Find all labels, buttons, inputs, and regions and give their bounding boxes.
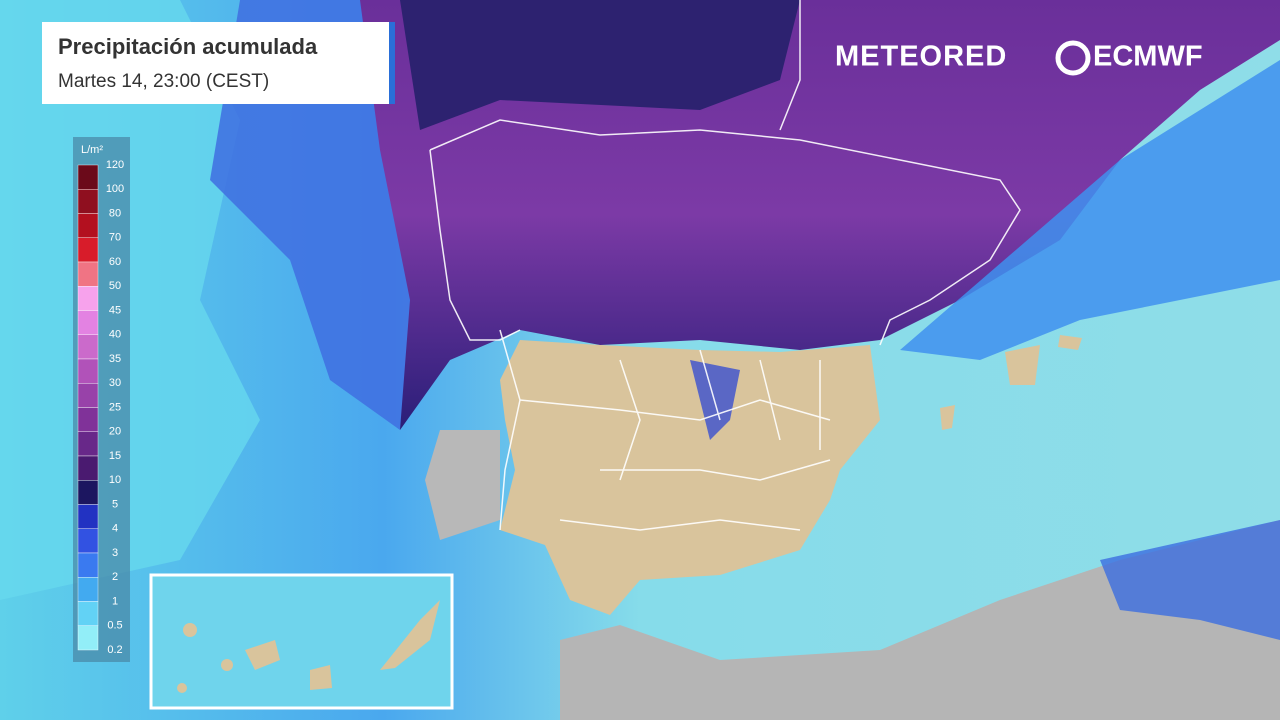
legend-label: 15 [109,450,121,462]
legend-label: 1 [112,595,118,607]
canary-inset [149,573,454,710]
legend-swatch [77,455,99,481]
legend-swatch [77,480,99,505]
legend-label: 100 [106,183,124,195]
legend-label: 35 [109,353,121,365]
legend-swatch [77,577,99,602]
legend-swatch [77,261,99,287]
legend-label: 20 [109,426,121,438]
legend-label: 0.5 [107,620,122,632]
legend-swatch [77,407,99,432]
legend-label: 2 [112,571,118,583]
legend-swatch [77,213,99,238]
legend-swatch [77,164,99,190]
legend-swatch [77,528,99,554]
legend-swatch [77,286,99,311]
legend-swatch [77,625,99,651]
legend-label: 10 [109,474,121,486]
legend-label: 40 [109,329,121,341]
title-box: Precipitación acumulada Martes 14, 23:00… [42,22,395,104]
legend-label: 60 [109,256,121,268]
legend-label: 30 [109,377,121,389]
legend-label: 50 [109,280,121,292]
legend-label: 4 [112,523,118,535]
partner-icon [1055,40,1091,76]
legend-unit: L/m² [81,144,103,156]
legend-label: 3 [112,547,118,559]
brand-logo: METEORED [835,41,1007,73]
legend-label: 25 [109,401,121,413]
legend-swatch [77,601,99,626]
legend-label: 80 [109,207,121,219]
subtitle: Martes 14, 23:00 (CEST) [58,71,269,92]
title: Precipitación acumulada [58,34,318,59]
legend-swatch [77,383,99,408]
legend-label: 0.2 [107,644,122,656]
legend-swatch [77,237,99,263]
legend-swatch [77,189,99,214]
legend: L/m² 120 100 80 70 60 50 45 40 35 30 25 20 15 10 5 4 3 2 1… [73,137,130,662]
partner-logo: ECMWF [1093,41,1203,73]
legend-swatch [77,358,99,384]
legend-swatch [77,334,99,360]
legend-swatch [77,552,99,578]
legend-label: 70 [109,232,121,244]
legend-label: 5 [112,498,118,510]
legend-swatch [77,431,99,457]
legend-swatch [77,504,99,529]
logos: METEORED ECMWF [835,40,1203,76]
legend-label: 120 [106,159,124,171]
legend-label: 45 [109,304,121,316]
legend-swatch [77,310,99,335]
